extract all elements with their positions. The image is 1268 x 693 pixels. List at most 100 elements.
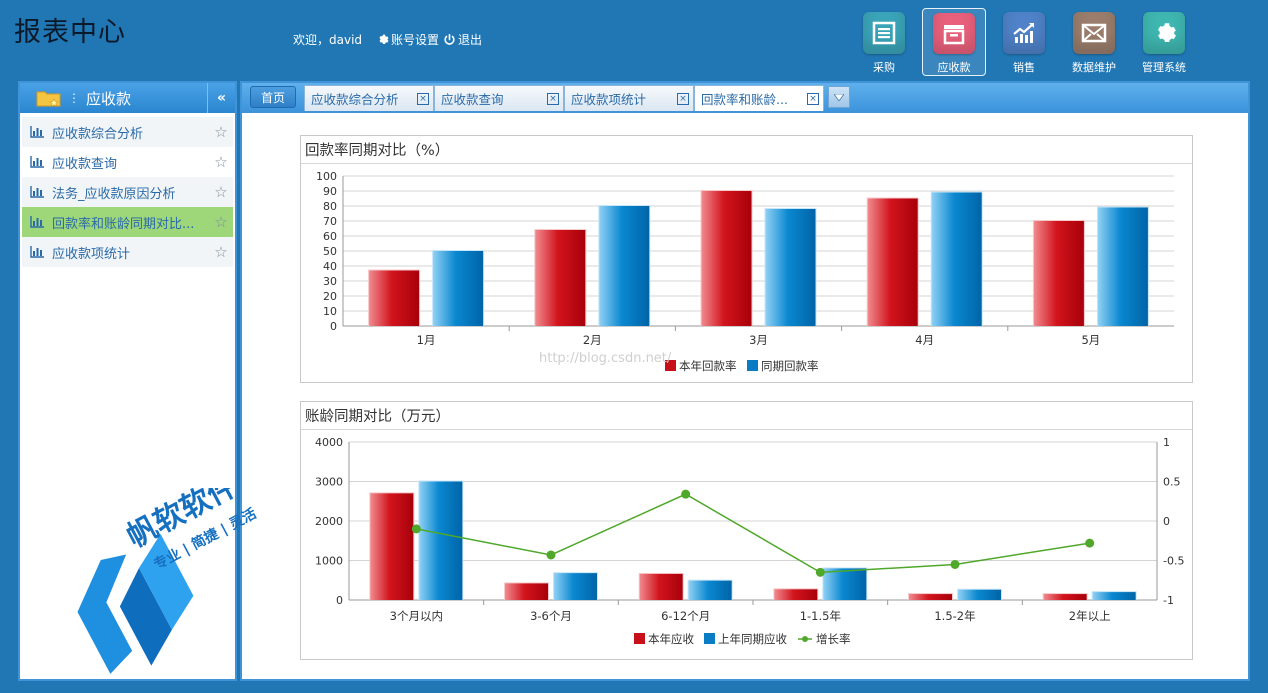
bar xyxy=(1092,592,1136,600)
close-icon[interactable]: × xyxy=(677,92,690,105)
legend-marker xyxy=(747,360,758,371)
x-tick-label: 2年以上 xyxy=(1069,609,1111,623)
y-tick-label: 40 xyxy=(323,260,337,273)
sidebar-item[interactable]: 应收款项统计 ☆ xyxy=(22,237,233,267)
bar xyxy=(505,583,548,600)
user-bar: 欢迎，david 账号设置 退出 xyxy=(293,31,482,48)
x-tick-label: 4月 xyxy=(915,333,934,347)
aging-comparison-chart: 0 1000 2000 3000 4000 3个月以内 3-6个月 6-12个月 1-1.5年 1… xyxy=(315,436,1184,646)
y-tick-label: 100 xyxy=(316,170,337,183)
y-tick-label: 70 xyxy=(323,215,337,228)
tab-label: 应收款项统计 xyxy=(571,92,647,107)
bar xyxy=(1043,594,1087,600)
sidebar-item-label: 应收款查询 xyxy=(52,156,118,172)
x-tick-label: 3月 xyxy=(749,333,768,347)
sidebar-item-active[interactable]: 回款率和账龄同期对比... ☆ xyxy=(22,207,233,237)
trend-chart-icon xyxy=(1003,12,1045,54)
sidebar-item[interactable]: 应收款查询 ☆ xyxy=(22,147,233,177)
x-tick-label: 5月 xyxy=(1081,333,1100,347)
bar xyxy=(535,230,586,326)
bar xyxy=(1033,221,1084,326)
tab-active[interactable]: 回款率和账龄... × xyxy=(694,85,825,111)
sidebar-item-label: 应收款综合分析 xyxy=(52,126,144,142)
close-icon[interactable]: × xyxy=(417,92,430,105)
legend-marker xyxy=(704,633,715,644)
sidebar-item[interactable]: 应收款综合分析 ☆ xyxy=(22,117,233,147)
legend-marker xyxy=(634,633,645,644)
chart-title: 账龄同期对比（万元） xyxy=(301,402,1192,430)
bar xyxy=(688,580,732,600)
y-tick-label: 0 xyxy=(336,594,343,607)
y2-tick-label: -0.5 xyxy=(1163,555,1184,568)
tab[interactable]: 应收款查询 × xyxy=(434,85,565,111)
star-icon[interactable]: ☆ xyxy=(214,213,228,231)
y-tick-label: 90 xyxy=(323,185,337,198)
x-tick-label: 2月 xyxy=(583,333,602,347)
tab[interactable]: 应收款项统计 × xyxy=(564,85,695,111)
star-icon[interactable]: ☆ xyxy=(214,243,228,261)
y-tick-label: 4000 xyxy=(315,436,343,449)
bar xyxy=(433,251,484,326)
logout-link[interactable]: 退出 xyxy=(443,31,482,48)
growth-point xyxy=(815,567,825,577)
tab-overflow-button[interactable] xyxy=(828,86,851,108)
sidebar-item-label: 应收款项统计 xyxy=(52,246,131,262)
bar-chart-icon xyxy=(30,156,44,168)
tab-label: 回款率和账龄... xyxy=(701,92,788,107)
star-icon[interactable]: ☆ xyxy=(214,183,228,201)
growth-point xyxy=(950,559,960,569)
close-icon[interactable]: × xyxy=(547,92,560,105)
close-icon[interactable]: × xyxy=(807,92,820,105)
x-tick-label: 1月 xyxy=(417,333,436,347)
y-tick-label: 80 xyxy=(323,200,337,213)
star-icon[interactable]: ☆ xyxy=(214,123,228,141)
power-icon xyxy=(444,33,455,45)
bar xyxy=(369,270,420,326)
sidebar-header: ⋮ 应收款 « xyxy=(20,83,235,113)
bar-chart-icon xyxy=(30,126,44,138)
legend-label: 增长率 xyxy=(816,632,851,646)
y2-tick-label: 1 xyxy=(1163,436,1170,449)
growth-point xyxy=(681,489,691,499)
bar xyxy=(774,589,818,600)
x-tick-label: 3-6个月 xyxy=(530,609,572,623)
y-tick-label: 0 xyxy=(330,320,337,333)
gear-icon xyxy=(379,34,389,44)
module-purchase[interactable]: 采购 xyxy=(852,8,916,76)
tab[interactable]: 应收款综合分析 × xyxy=(304,85,435,111)
module-label: 数据维护 xyxy=(1072,61,1116,74)
bar xyxy=(419,481,463,600)
x-tick-label: 1.5-2年 xyxy=(934,609,975,623)
logout-label: 退出 xyxy=(458,33,483,47)
chart-title: 回款率同期对比（%） xyxy=(301,136,1192,164)
bar xyxy=(931,192,982,326)
bar xyxy=(554,573,597,600)
bar xyxy=(701,191,752,326)
tab-label: 应收款查询 xyxy=(441,92,504,107)
bar xyxy=(823,568,867,600)
module-label: 销售 xyxy=(1013,61,1035,74)
bar xyxy=(639,573,683,600)
chevron-down-icon xyxy=(834,93,845,101)
tab-label: 应收款综合分析 xyxy=(311,92,399,107)
y-tick-label: 1000 xyxy=(315,555,343,568)
sidebar-item-label: 法务_应收款原因分析 xyxy=(52,186,176,202)
y2-tick-label: 0 xyxy=(1163,515,1170,528)
tab-home[interactable]: 首页 xyxy=(250,86,297,108)
y-tick-label: 30 xyxy=(323,275,337,288)
module-label: 应收款 xyxy=(937,61,971,74)
x-tick-label: 1-1.5年 xyxy=(800,609,841,623)
drag-handle-icon: ⋮ xyxy=(68,91,80,105)
sidebar-item[interactable]: 法务_应收款原因分析 ☆ xyxy=(22,177,233,207)
bar xyxy=(958,589,1001,600)
growth-point xyxy=(411,524,421,534)
module-sales[interactable]: 销售 xyxy=(992,8,1056,76)
module-data-maintenance[interactable]: 数据维护 xyxy=(1062,8,1126,76)
account-settings-link[interactable]: 账号设置 xyxy=(376,31,439,48)
chart-panel-collection-rate: 回款率同期对比（%） 0 10 20 30 40 50 60 70 80 90 100 1月 2月 3月 4… xyxy=(300,135,1193,383)
module-admin[interactable]: 管理系统 xyxy=(1132,8,1196,76)
star-icon[interactable]: ☆ xyxy=(214,153,228,171)
inbox-icon xyxy=(933,13,975,54)
module-receivables[interactable]: 应收款 xyxy=(922,8,986,76)
collapse-sidebar-button[interactable]: « xyxy=(207,83,235,113)
